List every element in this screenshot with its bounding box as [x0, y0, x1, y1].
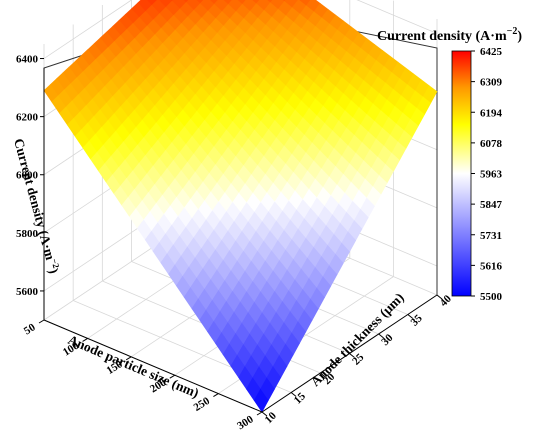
- y-tick: [261, 411, 268, 417]
- x-tick-label: 50: [22, 321, 38, 337]
- colorbar-tick-label: 6309: [480, 77, 503, 89]
- colorbar-tick-label: 6194: [480, 107, 503, 119]
- y-tick: [378, 333, 384, 339]
- z-axis-title: Current density (A·m−2): [11, 137, 62, 276]
- colorbar-tick-label: 5963: [480, 169, 503, 181]
- y-tick-label: 30: [379, 332, 396, 349]
- y-tick-label: 15: [292, 390, 309, 407]
- y-tick: [290, 392, 297, 397]
- y-tick: [349, 353, 355, 358]
- x-tick-label: 300: [235, 413, 256, 432]
- z-tick-label: 6200: [16, 112, 39, 124]
- y-tick: [407, 314, 414, 319]
- x-axis-title: Anode particle size (nm): [66, 332, 201, 401]
- colorbar-title: Current density (A·m−2): [377, 26, 522, 44]
- z-tick-label: 6000: [16, 170, 39, 182]
- colorbar-tick-label: 6078: [480, 138, 503, 150]
- colorbar-tick-label: 5500: [480, 291, 503, 303]
- surface-mesh: [43, 0, 438, 413]
- x-tick: [125, 356, 132, 361]
- surface-patch: [253, 388, 269, 413]
- x-tick: [82, 337, 88, 342]
- colorbar-tick-label: 5616: [480, 260, 503, 272]
- z-tick-label: 5600: [16, 286, 39, 298]
- y-tick-label: 10: [263, 410, 280, 427]
- y-tick: [320, 372, 326, 378]
- x-tick: [213, 393, 219, 398]
- colorbar-tick-label: 5731: [480, 230, 502, 242]
- y-tick: [436, 294, 443, 300]
- x-tick: [256, 411, 263, 416]
- colorbar: [451, 50, 472, 297]
- y-tick-label: 35: [408, 312, 425, 329]
- colorbar-ticks: 6425 6309 6194 6078 5963 5847 5731 5616 5500: [471, 46, 503, 303]
- z-tick-label: 6400: [16, 54, 39, 66]
- colorbar-tick-label: 6425: [480, 46, 503, 58]
- z-axis-ticks: 5600 5800 6000 6200 6400: [16, 54, 44, 298]
- colorbar-tick-label: 5847: [480, 199, 503, 211]
- x-tick: [169, 374, 176, 379]
- x-tick: [38, 319, 45, 324]
- z-tick-label: 5800: [16, 228, 39, 240]
